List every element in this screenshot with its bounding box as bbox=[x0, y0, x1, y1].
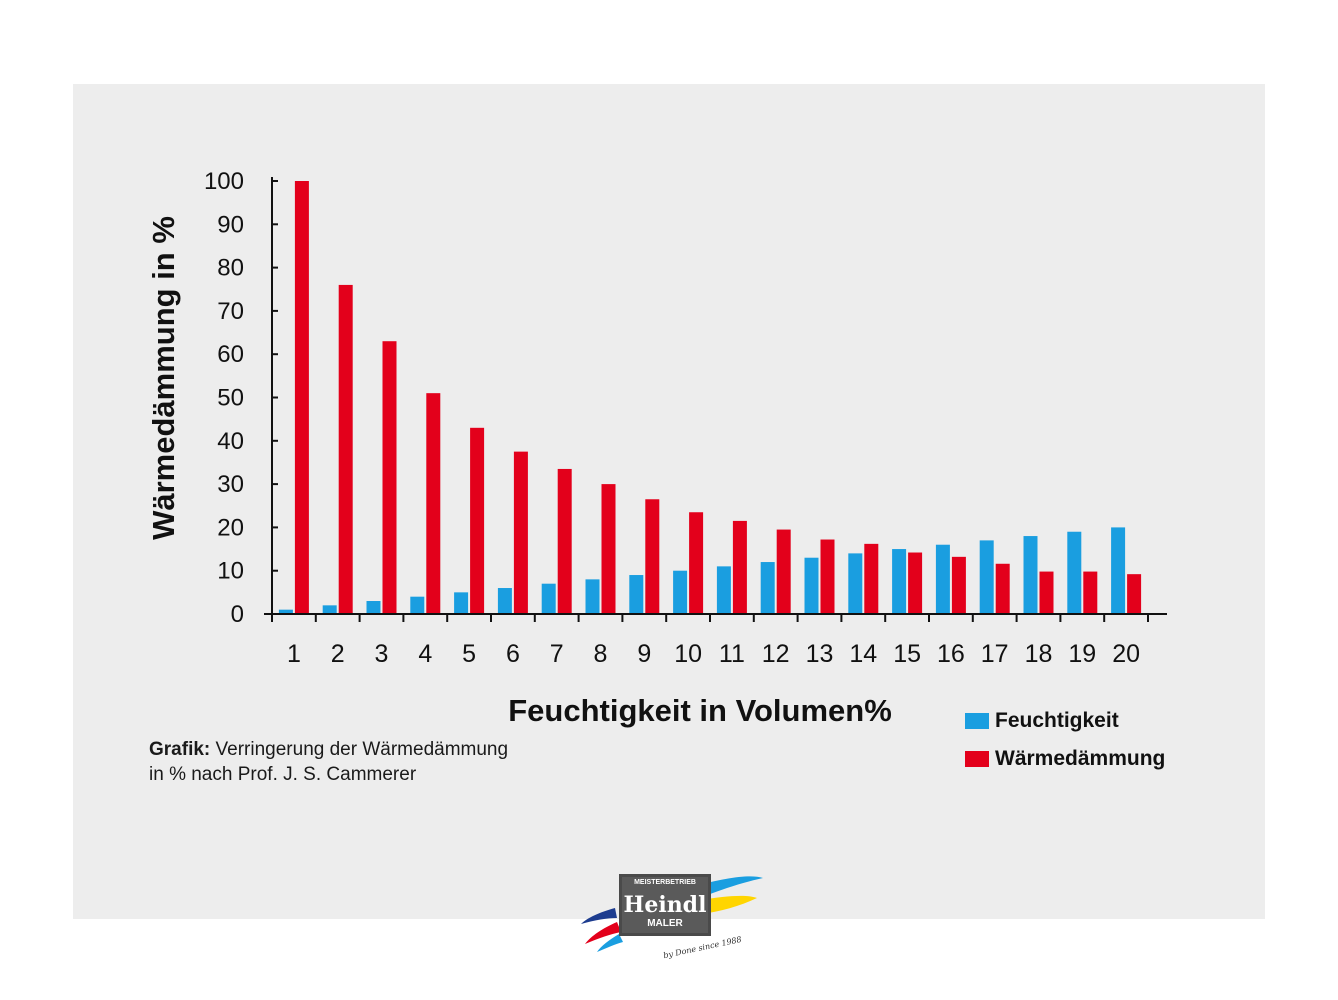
bar-feuchtigkeit bbox=[892, 549, 907, 614]
logo-top-text: MEISTERBETRIEB bbox=[634, 879, 696, 886]
bar-waermedaemmung bbox=[1083, 571, 1098, 614]
bar-waermedaemmung bbox=[645, 499, 660, 614]
bar-waermedaemmung bbox=[689, 512, 704, 614]
heindl-logo: MEISTERBETRIEB Heindl MALER by Done sinc… bbox=[581, 874, 763, 960]
bar-waermedaemmung bbox=[995, 563, 1010, 614]
x-tick-label: 16 bbox=[937, 640, 965, 668]
y-axis-title: Wärmedämmung in % bbox=[146, 216, 181, 540]
x-tick-label: 2 bbox=[331, 640, 345, 668]
logo-sub: MALER bbox=[647, 918, 683, 929]
legend-item-waermedaemmung: Wärmedämmung bbox=[965, 740, 1165, 778]
x-tick-label: 13 bbox=[806, 640, 834, 668]
bar-waermedaemmung bbox=[776, 529, 791, 614]
legend-swatch-feuchtigkeit bbox=[965, 713, 989, 729]
logo-brush-yellow bbox=[700, 895, 757, 914]
y-tick-label: 30 bbox=[217, 471, 244, 498]
caption-bold: Grafik: bbox=[149, 739, 211, 760]
bar-feuchtigkeit bbox=[979, 540, 994, 614]
x-tick-label: 14 bbox=[849, 640, 877, 668]
bar-feuchtigkeit bbox=[1067, 531, 1082, 614]
bar-feuchtigkeit bbox=[629, 575, 644, 614]
x-tick-label: 4 bbox=[418, 640, 432, 668]
legend-item-feuchtigkeit: Feuchtigkeit bbox=[965, 702, 1165, 740]
bar-waermedaemmung bbox=[864, 543, 879, 614]
logo-brush-navy bbox=[581, 908, 617, 924]
y-tick-label: 100 bbox=[204, 168, 244, 195]
bar-feuchtigkeit bbox=[497, 588, 512, 614]
bars-group bbox=[278, 181, 1142, 614]
bar-feuchtigkeit bbox=[322, 605, 337, 614]
x-tick-label: 8 bbox=[594, 640, 608, 668]
chart-caption: Grafik: Verringerung der Wärmedämmung in… bbox=[149, 737, 508, 787]
bar-feuchtigkeit bbox=[716, 566, 731, 614]
x-tick-label: 9 bbox=[637, 640, 651, 668]
bar-feuchtigkeit bbox=[278, 609, 293, 614]
legend-label-waermedaemmung: Wärmedämmung bbox=[995, 747, 1166, 770]
y-ticks-group: 0 10 20 30 40 50 60 70 80 90 100 bbox=[204, 168, 278, 628]
y-tick-label: 80 bbox=[217, 255, 244, 282]
logo-script: by Done since 1988 bbox=[663, 935, 743, 960]
x-tick-label: 15 bbox=[893, 640, 921, 668]
x-tick-label: 12 bbox=[762, 640, 790, 668]
caption-line2: in % nach Prof. J. S. Cammerer bbox=[149, 764, 417, 785]
x-tick-label: 18 bbox=[1025, 640, 1053, 668]
bar-waermedaemmung bbox=[1039, 571, 1054, 614]
x-tick-label: 5 bbox=[462, 640, 476, 668]
logo-brush-blue bbox=[695, 876, 763, 898]
y-tick-label: 90 bbox=[217, 211, 244, 238]
bar-feuchtigkeit bbox=[935, 544, 950, 614]
x-ticks-group: 1 2 3 4 5 6 7 8 9 10 11 12 13 14 15 16 17 18 19 20 bbox=[271, 614, 1149, 668]
legend-swatch-waermedaemmung bbox=[965, 751, 989, 767]
bar-waermedaemmung bbox=[820, 539, 835, 614]
bar-feuchtigkeit bbox=[848, 553, 863, 614]
bar-waermedaemmung bbox=[1127, 574, 1142, 614]
y-tick-label: 60 bbox=[217, 341, 244, 368]
caption-line1: Verringerung der Wärmedämmung bbox=[210, 739, 509, 760]
bar-waermedaemmung bbox=[470, 427, 485, 614]
bar-feuchtigkeit bbox=[585, 579, 600, 614]
bar-waermedaemmung bbox=[513, 451, 528, 614]
bar-waermedaemmung bbox=[601, 484, 616, 614]
y-tick-label: 20 bbox=[217, 514, 244, 541]
bar-feuchtigkeit bbox=[1111, 527, 1126, 614]
x-tick-label: 11 bbox=[719, 640, 745, 668]
bar-waermedaemmung bbox=[951, 556, 966, 614]
bar-feuchtigkeit bbox=[1023, 536, 1038, 614]
x-tick-label: 1 bbox=[287, 640, 301, 668]
x-tick-label: 3 bbox=[375, 640, 389, 668]
bar-waermedaemmung bbox=[338, 284, 353, 614]
bar-feuchtigkeit bbox=[454, 592, 469, 614]
x-tick-label: 7 bbox=[550, 640, 564, 668]
y-tick-label: 50 bbox=[217, 385, 244, 412]
y-tick-label: 0 bbox=[231, 601, 244, 628]
bar-waermedaemmung bbox=[908, 552, 923, 614]
bar-feuchtigkeit bbox=[673, 570, 688, 614]
x-axis-title: Feuchtigkeit in Volumen% bbox=[508, 693, 892, 728]
bar-feuchtigkeit bbox=[410, 596, 425, 614]
y-tick-label: 10 bbox=[217, 558, 244, 585]
logo-brush-red bbox=[585, 922, 621, 944]
x-tick-label: 10 bbox=[674, 640, 702, 668]
bar-waermedaemmung bbox=[732, 520, 747, 614]
x-tick-label: 6 bbox=[506, 640, 520, 668]
y-tick-label: 70 bbox=[217, 298, 244, 325]
x-tick-label: 19 bbox=[1068, 640, 1096, 668]
bar-waermedaemmung bbox=[557, 468, 572, 614]
legend: Feuchtigkeit Wärmedämmung bbox=[965, 702, 1165, 778]
x-tick-label: 20 bbox=[1112, 640, 1140, 668]
x-tick-label: 17 bbox=[981, 640, 1009, 668]
logo-name: Heindl bbox=[624, 892, 707, 918]
bar-feuchtigkeit bbox=[804, 557, 819, 614]
bar-feuchtigkeit bbox=[366, 601, 381, 614]
legend-label-feuchtigkeit: Feuchtigkeit bbox=[995, 709, 1119, 732]
bar-feuchtigkeit bbox=[541, 583, 556, 614]
bar-waermedaemmung bbox=[382, 341, 397, 614]
bar-waermedaemmung bbox=[294, 181, 309, 614]
bar-waermedaemmung bbox=[426, 393, 441, 614]
logo-brush-blue-2 bbox=[597, 934, 623, 952]
bar-feuchtigkeit bbox=[760, 562, 775, 614]
y-tick-label: 40 bbox=[217, 428, 244, 455]
